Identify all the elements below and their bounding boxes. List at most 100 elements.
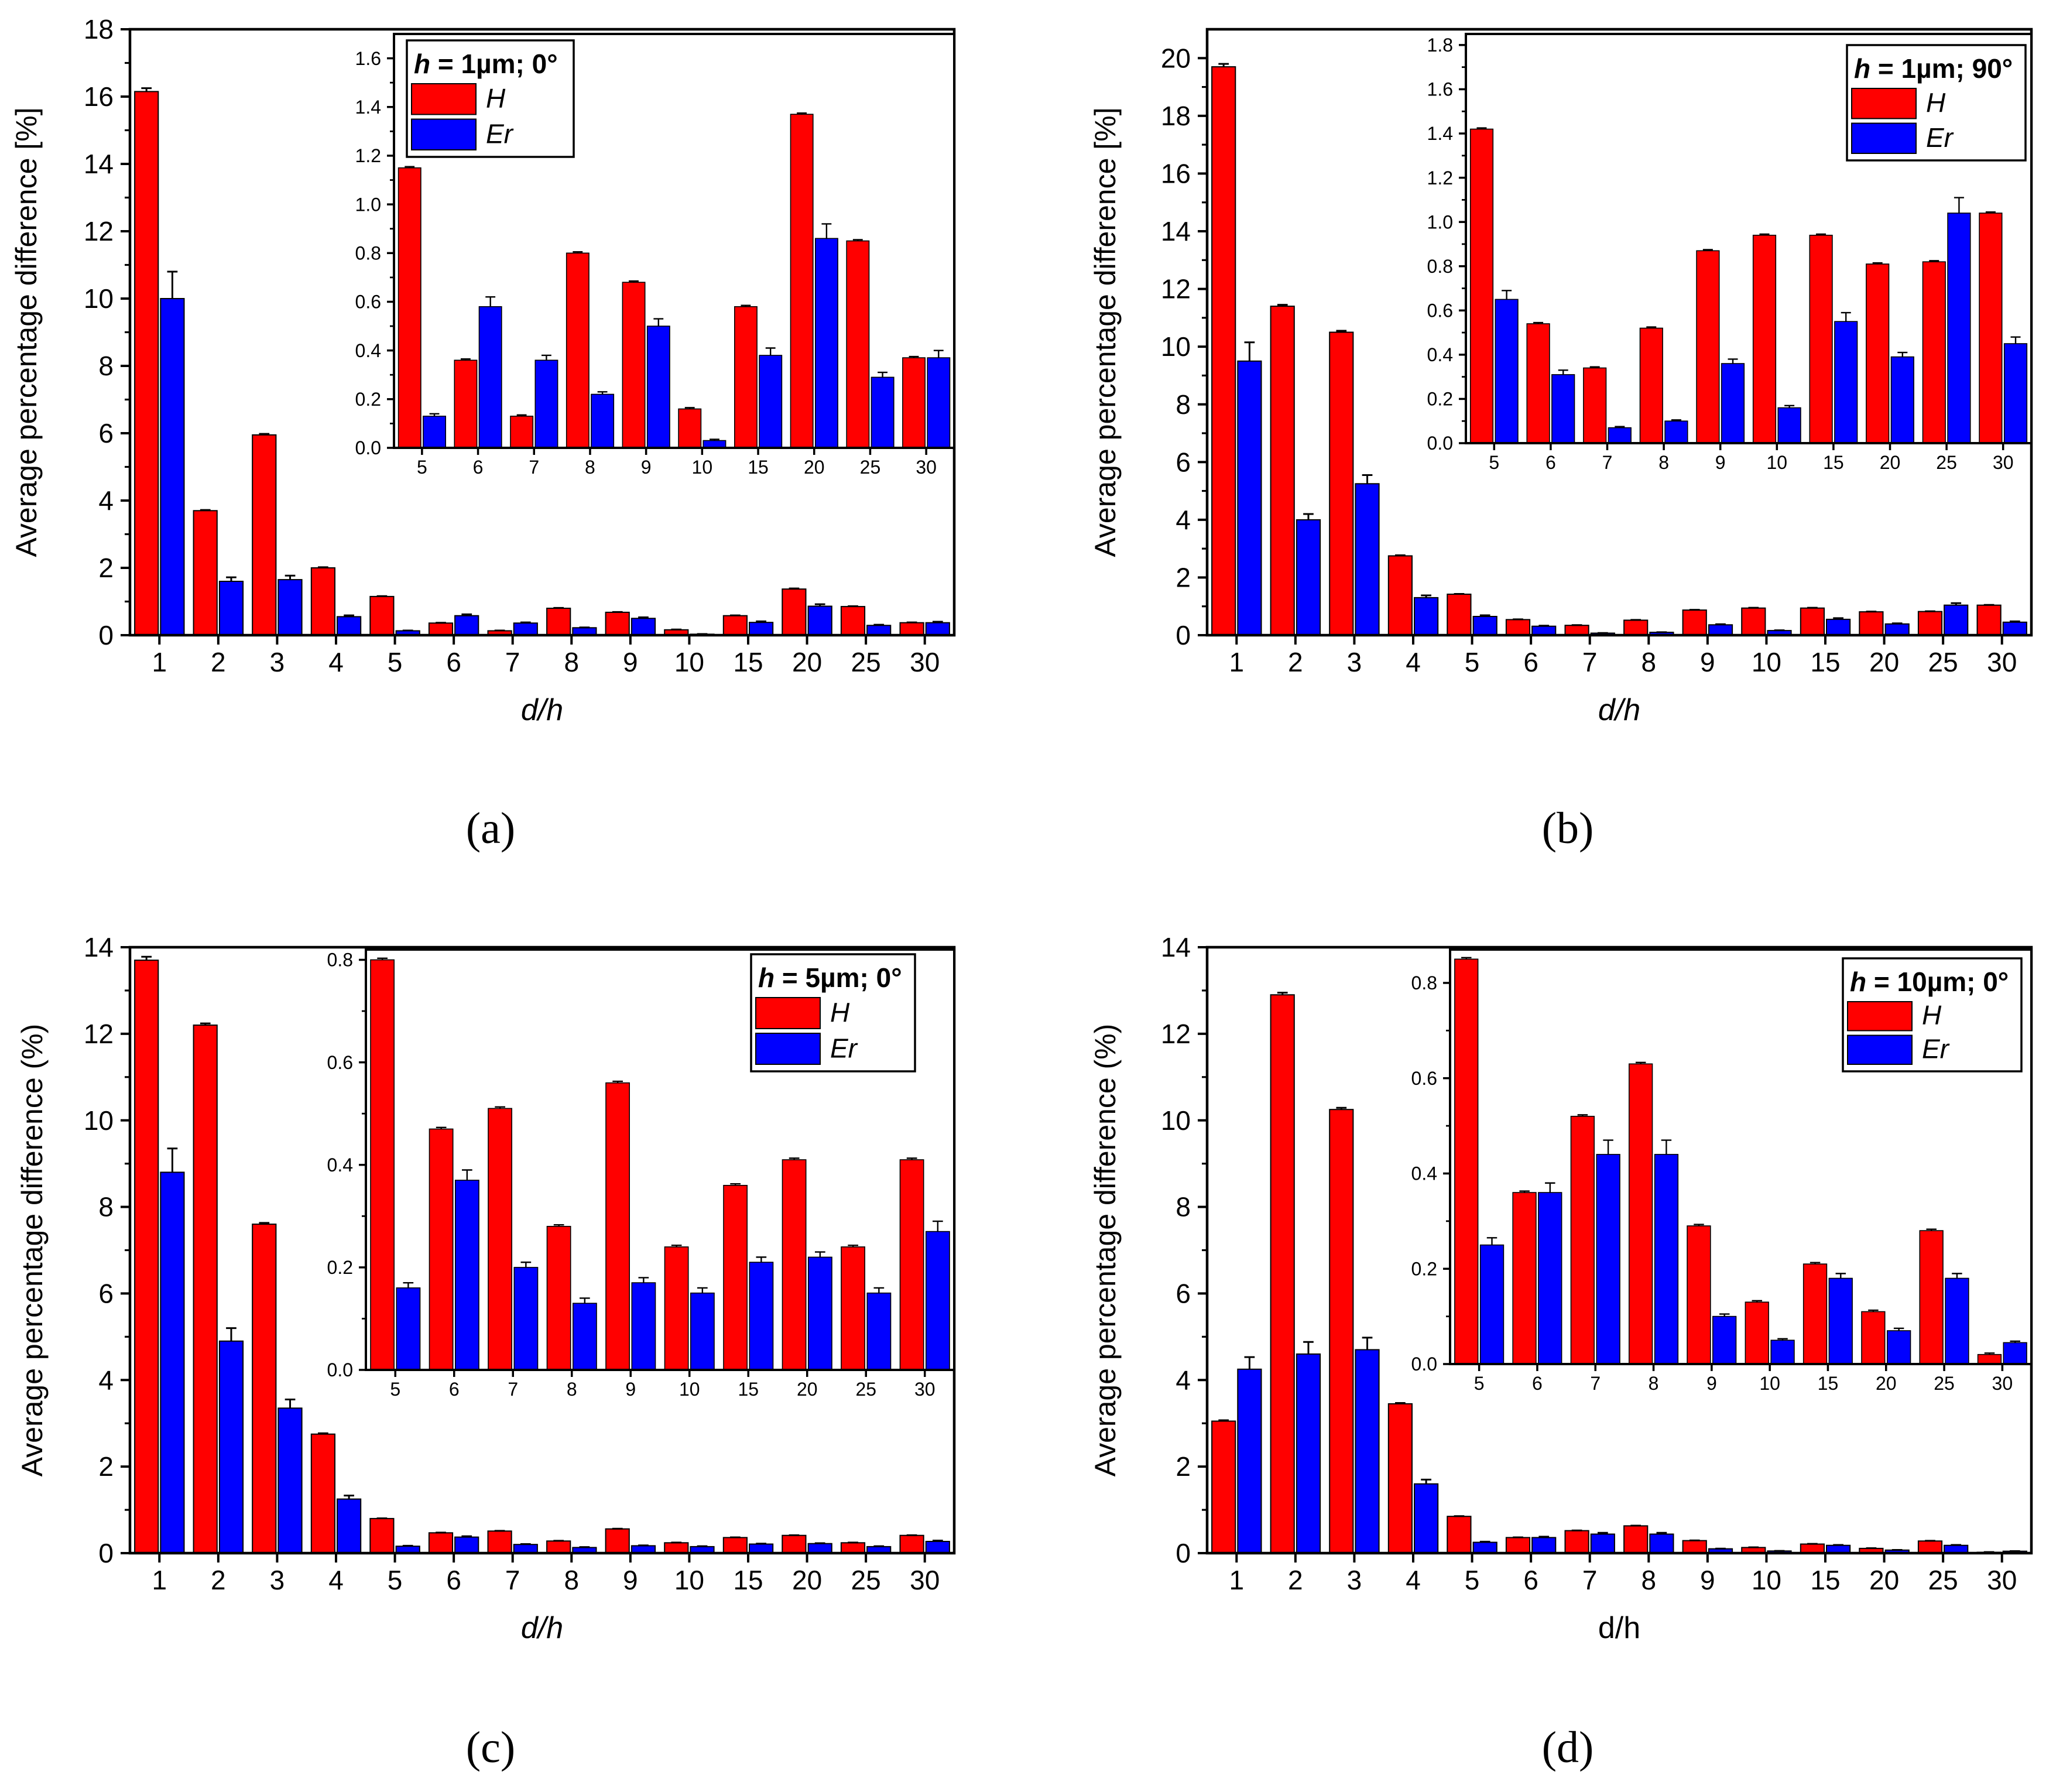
main-xtick-label-7: 7 xyxy=(1582,647,1598,677)
inset-bar-er-15 xyxy=(749,1262,774,1370)
inset-ytick-label-0.2: 0.2 xyxy=(1427,389,1453,410)
main-bar-h-10 xyxy=(1741,607,1766,636)
main-bar-er-6 xyxy=(454,1536,479,1554)
inset-xtick-label-30: 30 xyxy=(914,1379,935,1400)
main-bar-er-3 xyxy=(277,579,303,636)
main-bar-h-6 xyxy=(1505,619,1531,636)
inset-ytick-label-0.6: 0.6 xyxy=(1411,1068,1437,1089)
main-xtick-label-6: 6 xyxy=(1523,647,1538,677)
main-xtick-label-5: 5 xyxy=(1465,1565,1480,1595)
legend-title-rest: = 10µm; 0° xyxy=(1866,967,2009,997)
inset-bar-h-10 xyxy=(664,1246,689,1370)
inset-bar-h-25 xyxy=(846,240,870,448)
main-xtick-label-6: 6 xyxy=(1523,1565,1538,1595)
main-bar-h-8 xyxy=(1623,1525,1649,1554)
main-ytick-label-10: 10 xyxy=(1161,331,1191,362)
inset-ytick-label-0.6: 0.6 xyxy=(1427,300,1453,321)
main-xtick-label-20: 20 xyxy=(792,1565,822,1595)
inset-bar-er-9 xyxy=(1712,1315,1737,1365)
main-bar-h-4 xyxy=(1387,555,1413,636)
legend-label-er: Er xyxy=(1926,122,1954,153)
inset-ytick-label-0.4: 0.4 xyxy=(355,340,381,361)
main-bar-er-3 xyxy=(1355,483,1380,636)
inset-xtick-label-8: 8 xyxy=(585,457,595,478)
inset-ytick-label-1.6: 1.6 xyxy=(355,48,381,69)
main-bar-h-20 xyxy=(1859,611,1884,636)
main-xtick-label-4: 4 xyxy=(328,647,344,677)
main-xtick-label-7: 7 xyxy=(505,1565,520,1595)
inset-bar-h-10 xyxy=(1752,234,1777,444)
inset-xtick-label-8: 8 xyxy=(1649,1373,1659,1394)
main-ytick-label-8: 8 xyxy=(1176,1192,1191,1222)
main-ytick-label-0: 0 xyxy=(1176,620,1191,650)
inset-xtick-label-6: 6 xyxy=(449,1379,460,1400)
inset-bar-er-20 xyxy=(1887,1330,1911,1365)
inset-xtick-label-15: 15 xyxy=(1823,452,1844,473)
main-bar-er-30 xyxy=(2002,621,2027,636)
main-ytick-label-8: 8 xyxy=(1176,389,1191,420)
inset-bar-h-9 xyxy=(1696,250,1720,444)
y-axis-title: Average percentage difference [%] xyxy=(1089,107,1122,557)
main-bar-er-5 xyxy=(1472,616,1497,636)
inset-xtick-label-5: 5 xyxy=(417,457,427,478)
main-bar-h-1 xyxy=(134,91,159,636)
main-xtick-label-8: 8 xyxy=(564,647,579,677)
main-ytick-label-8: 8 xyxy=(98,351,114,381)
inset-ytick-label-0.8: 0.8 xyxy=(355,242,381,263)
inset-bar-er-25 xyxy=(1947,213,1971,444)
inset-ytick-label-0.8: 0.8 xyxy=(1427,256,1453,277)
inset-xtick-label-8: 8 xyxy=(567,1379,577,1400)
main-bar-er-8 xyxy=(1649,1533,1674,1554)
main-xtick-label-4: 4 xyxy=(1406,647,1421,677)
main-xtick-label-15: 15 xyxy=(1810,1565,1840,1595)
inset-bar-h-25 xyxy=(1922,261,1946,444)
inset-ytick-label-0.0: 0.0 xyxy=(1427,433,1453,454)
inset-xtick-label-25: 25 xyxy=(855,1379,876,1400)
main-xtick-label-10: 10 xyxy=(674,1565,704,1595)
main-bar-h-8 xyxy=(546,608,571,636)
inset-bar-er-15 xyxy=(759,355,783,448)
main-bar-h-9 xyxy=(1682,1540,1707,1554)
legend-label-er: Er xyxy=(830,1033,858,1063)
legend-swatch-er xyxy=(1847,1034,1913,1065)
main-xtick-label-10: 10 xyxy=(1752,647,1781,677)
main-xtick-label-2: 2 xyxy=(1288,647,1303,677)
inset-bar-er-8 xyxy=(572,1303,597,1370)
main-xtick-label-9: 9 xyxy=(623,647,638,677)
inset-xtick-label-25: 25 xyxy=(1934,1373,1955,1394)
main-bar-er-9 xyxy=(1708,624,1733,636)
inset-ytick-label-1.2: 1.2 xyxy=(355,145,381,166)
inset-xtick-label-8: 8 xyxy=(1658,452,1669,473)
inset-bar-h-25 xyxy=(841,1246,866,1370)
legend-swatch-er xyxy=(411,118,477,150)
inset-bar-h-7 xyxy=(488,1108,513,1370)
legend-title-rest: = 1µm; 90° xyxy=(1870,53,2013,84)
inset-bar-h-9 xyxy=(605,1082,630,1370)
main-ytick-label-12: 12 xyxy=(1161,1019,1191,1049)
main-ytick-label-14: 14 xyxy=(1161,932,1191,962)
main-bar-er-15 xyxy=(1826,618,1851,636)
main-bar-er-6 xyxy=(1531,625,1557,636)
main-bar-er-25 xyxy=(1944,604,1969,636)
inset-xtick-label-10: 10 xyxy=(1767,452,1788,473)
main-bar-h-3 xyxy=(1329,1109,1354,1554)
inset-bar-h-30 xyxy=(1979,213,2003,444)
main-xtick-label-25: 25 xyxy=(1928,1565,1958,1595)
inset-bar-er-6 xyxy=(454,1180,479,1370)
main-bar-h-7 xyxy=(487,1530,512,1554)
main-bar-h-5 xyxy=(369,595,395,636)
inset-bar-h-10 xyxy=(1745,1301,1769,1365)
inset-bar-h-8 xyxy=(1639,327,1663,444)
x-axis-title: d/h xyxy=(521,693,563,727)
main-bar-h-8 xyxy=(546,1540,571,1554)
main-ytick-label-4: 4 xyxy=(1176,505,1191,535)
main-ytick-label-0: 0 xyxy=(98,1538,114,1568)
main-ytick-label-10: 10 xyxy=(1161,1105,1191,1136)
inset-bar-er-10 xyxy=(1770,1339,1795,1365)
inset-bar-h-7 xyxy=(1583,367,1607,444)
main-ytick-label-2: 2 xyxy=(1176,1451,1191,1482)
main-ytick-label-18: 18 xyxy=(84,14,114,44)
